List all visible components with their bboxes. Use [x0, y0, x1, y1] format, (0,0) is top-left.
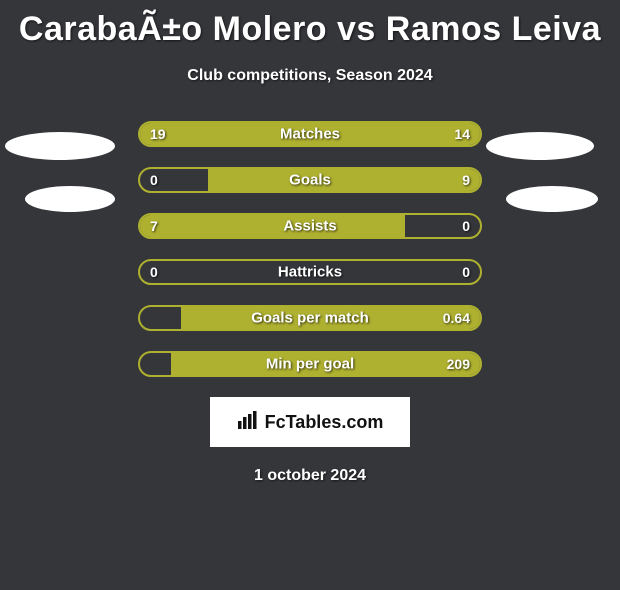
- stat-row-hattricks: Hattricks0 0: [138, 259, 482, 285]
- value-right: 0: [462, 218, 470, 234]
- stat-row-goals-per-match: Goals per match0.64: [138, 305, 482, 331]
- brand-text: FcTables.com: [265, 412, 384, 433]
- bar-right: [208, 169, 480, 191]
- stat-row-matches: Matches1914: [138, 121, 482, 147]
- bar-left: [140, 215, 405, 237]
- stat-row-assists: Assists70: [138, 213, 482, 239]
- bar-right: [171, 353, 480, 375]
- brand-badge: FcTables.com: [210, 397, 410, 447]
- bar-right: [181, 307, 480, 329]
- player-ellipse-2: [486, 132, 594, 160]
- chart-icon: [237, 409, 259, 436]
- bar-right: [336, 123, 480, 145]
- bar-left: [140, 123, 336, 145]
- value-left: 0: [150, 172, 158, 188]
- page-title: CarabaÃ±o Molero vs Ramos Leiva: [0, 10, 620, 49]
- stat-row-goals: Goals09: [138, 167, 482, 193]
- date-line: 1 october 2024: [0, 467, 620, 485]
- value-left: 0: [150, 264, 158, 280]
- subtitle: Club competitions, Season 2024: [0, 67, 620, 85]
- player-ellipse-1: [25, 186, 115, 212]
- player-ellipse-0: [5, 132, 115, 160]
- stat-label: Hattricks: [140, 264, 480, 281]
- comparison-area: Matches1914Goals09Assists70Hattricks00Go…: [0, 121, 620, 377]
- player-ellipse-3: [506, 186, 598, 212]
- value-right: 0: [462, 264, 470, 280]
- stat-row-min-per-goal: Min per goal209: [138, 351, 482, 377]
